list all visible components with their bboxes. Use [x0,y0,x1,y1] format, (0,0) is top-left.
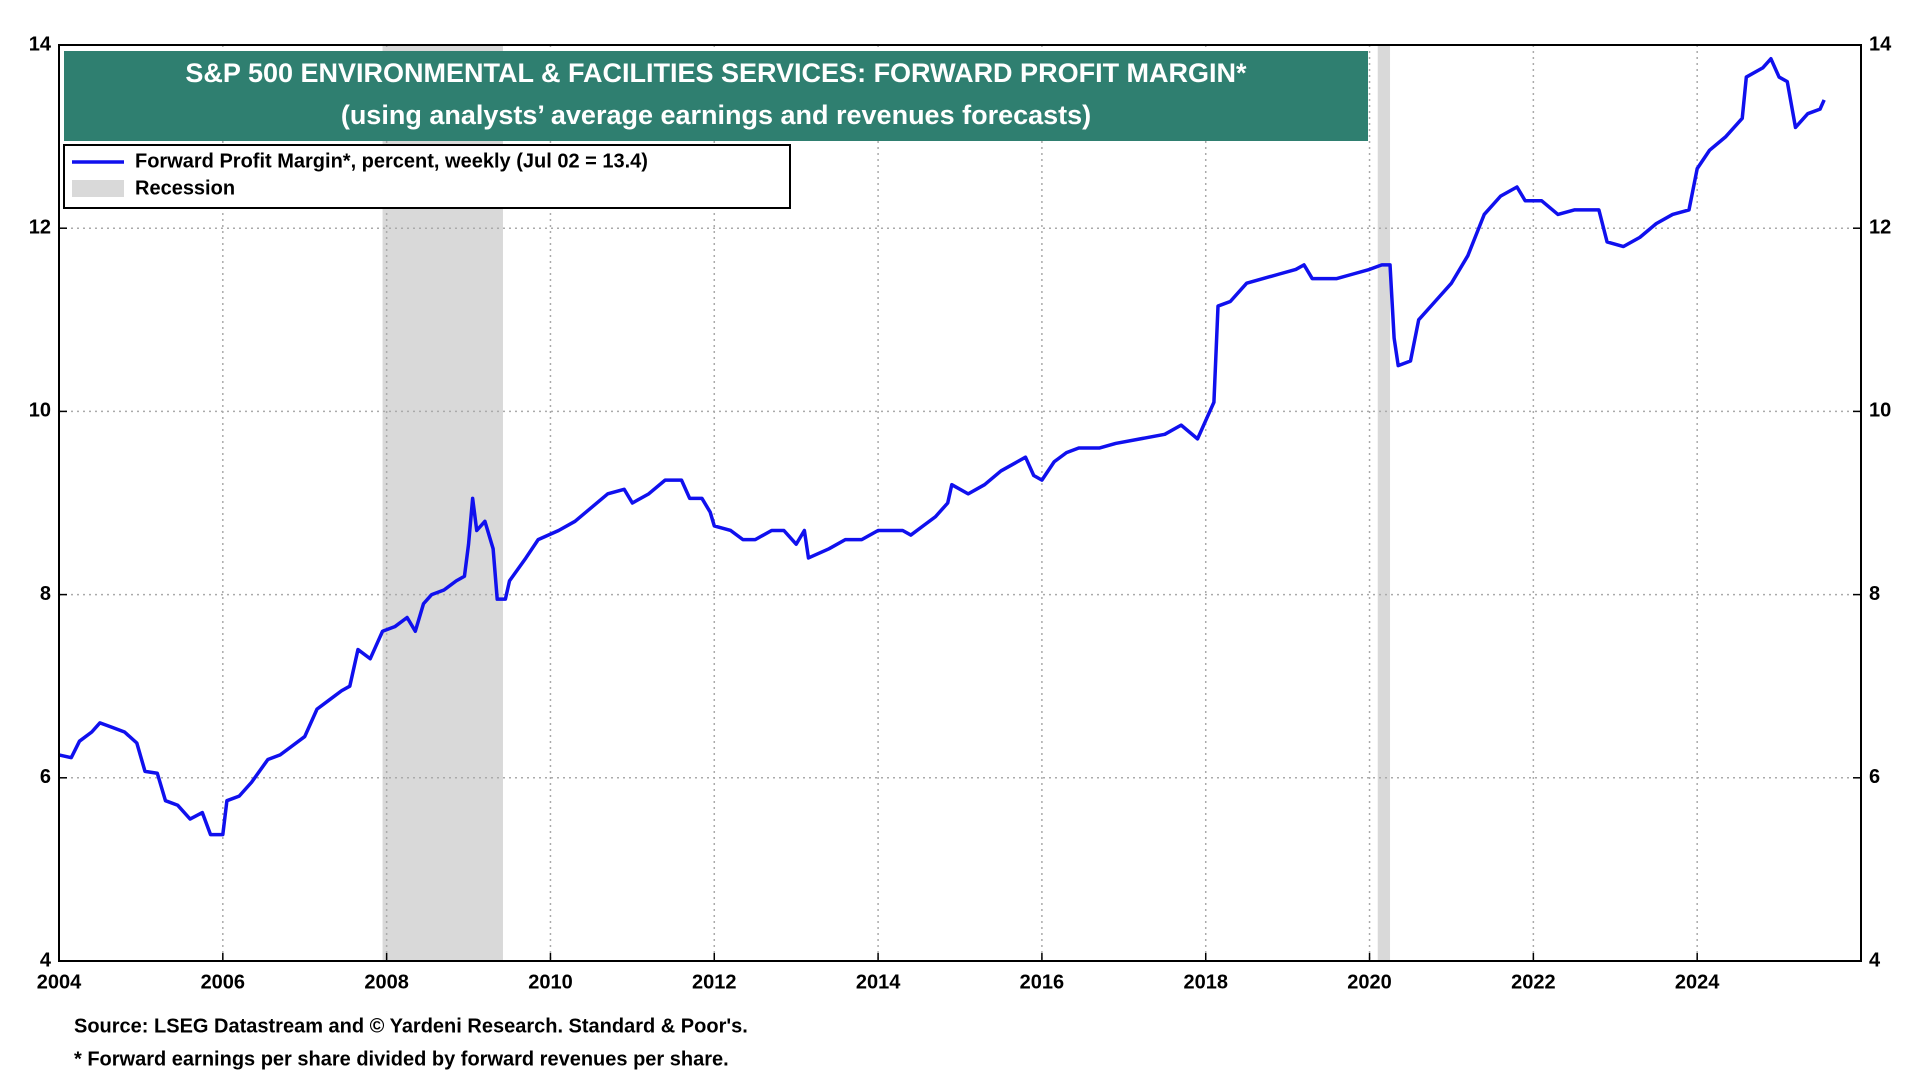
y-tick-label: 12 [29,216,51,238]
x-tick-label: 2006 [201,971,246,993]
x-tick-label: 2014 [856,971,901,993]
data-line [58,56,1826,837]
x-tick-label: 2016 [1020,971,1065,993]
y2-tick-label: 6 [1869,766,1880,788]
x-tick-label: 2024 [1675,971,1720,993]
y2-tick-label: 8 [1869,583,1880,605]
y-tick-label: 14 [29,33,52,55]
chart-title: S&P 500 ENVIRONMENTAL & FACILITIES SERVI… [185,58,1247,88]
x-tick-label: 2008 [364,971,409,993]
y-tick-label: 6 [40,766,51,788]
y2-tick-label: 12 [1869,216,1891,238]
source-note: Source: LSEG Datastream and © Yardeni Re… [74,1015,748,1037]
plot-frame [58,44,1862,962]
legend-swatch [72,180,124,197]
x-tick-label: 2010 [528,971,573,993]
x-tick-label: 2020 [1347,971,1392,993]
y2-tick-label: 10 [1869,400,1891,422]
legend-label: Recession [135,177,235,199]
x-tick-label: 2004 [37,971,82,993]
y-tick-label: 4 [40,949,52,971]
footnote: * Forward earnings per share divided by … [74,1048,729,1070]
x-tick-label: 2018 [1183,971,1228,993]
y-tick-label: 8 [40,583,51,605]
x-tick-label: 2022 [1511,971,1556,993]
title-box [64,51,1368,141]
chart-subtitle: (using analysts’ average earnings and re… [341,100,1091,130]
legend-box [63,144,791,209]
x-tick-label: 2012 [692,971,737,993]
y2-tick-label: 14 [1869,33,1892,55]
y-tick-label: 10 [29,400,51,422]
y2-tick-label: 4 [1869,949,1881,971]
recession-band [1377,45,1391,961]
legend-label: Forward Profit Margin*, percent, weekly … [135,150,648,172]
